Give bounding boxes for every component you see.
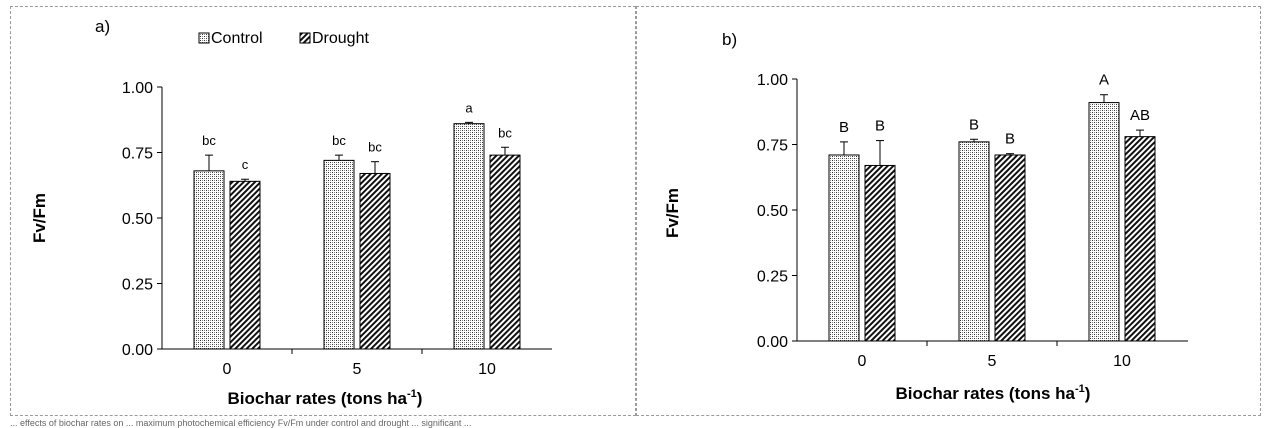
panel-b-drought-bar	[1124, 136, 1156, 342]
panel-b-y-tick-label: 0.75	[757, 138, 788, 155]
panel-a-control-bar	[453, 123, 485, 350]
figure-caption: ... effects of biochar rates on ... maxi…	[10, 418, 472, 428]
panel-a-significance-label: bc	[368, 140, 382, 155]
panel-b-xlabel-tail: )	[1085, 384, 1091, 403]
panel-b-significance-label: A	[1099, 72, 1109, 89]
panel-b-plot: 0.00 0.25 0.50 0.75 1.00 0 B B 5 B B 10 A AB	[757, 72, 1188, 370]
panel-b-xlabel-main: Biochar rates (tons ha	[896, 384, 1076, 403]
panel-a-control-bar	[193, 170, 225, 350]
panel-b-significance-label: B	[875, 118, 885, 135]
panel-a-y-tick-label: 0.75	[122, 146, 153, 163]
panel-a-significance-label: a	[465, 100, 473, 115]
panel-a-x-tick-label: 10	[478, 361, 496, 378]
panel-b-label: b)	[722, 30, 737, 49]
panel-b-x-tick-label: 0	[858, 353, 867, 370]
panel-b-significance-label: B	[969, 116, 979, 133]
panel-b-drought-bar	[994, 154, 1026, 342]
panel-a-x-tick-label: 5	[353, 361, 362, 378]
panel-a-y-tick-label: 0.50	[122, 211, 153, 228]
legend-control-swatch	[198, 32, 210, 44]
panel-b-frame	[636, 6, 1261, 416]
panel-b-y-tick-label: 0.00	[757, 334, 788, 351]
panel-a-xlabel-sup: -1	[407, 388, 417, 400]
panel-a-xlabel-main: Biochar rates (tons ha	[228, 389, 408, 408]
panel-b-control-bar	[958, 141, 990, 342]
panel-a-ylabel: Fv/Fm	[30, 193, 49, 243]
panel-b-control-bar	[828, 154, 860, 342]
legend-drought-swatch	[299, 32, 311, 44]
panel-a-significance-label: c	[242, 157, 249, 172]
panel-b-drought-bar	[864, 164, 896, 342]
legend-drought-label: Drought	[312, 30, 369, 47]
panel-b-significance-label: B	[1005, 131, 1015, 148]
panel-a-significance-label: bc	[332, 133, 346, 148]
panel-a-frame	[10, 6, 636, 416]
panel-b-y-tick-label: 0.50	[757, 203, 788, 220]
panel-b-significance-label: B	[839, 119, 849, 136]
panel-b-ylabel: Fv/Fm	[663, 188, 682, 238]
panel-b-y-tick-label: 1.00	[757, 72, 788, 89]
panel-b-xlabel: Biochar rates (tons ha-1)	[896, 383, 1091, 403]
panel-a-significance-label: bc	[498, 125, 512, 140]
panel-a-drought-bar	[489, 154, 521, 350]
panel-b-control-bar	[1088, 102, 1120, 342]
panel-a-significance-label: bc	[202, 133, 216, 148]
panel-a-drought-bar	[359, 172, 391, 350]
panel-a-y-tick-label: 1.00	[122, 80, 153, 97]
panel-b-x-tick-label: 10	[1113, 353, 1131, 370]
panel-a-control-bar	[323, 159, 355, 350]
panel-a-plot: 0.00 0.25 0.50 0.75 1.00 0 bc c 5 bc bc 10 a bc	[122, 80, 552, 378]
panel-b-y-tick-label: 0.25	[757, 269, 788, 286]
panel-a-xlabel: Biochar rates (tons ha-1)	[228, 388, 423, 408]
panel-b-significance-label: AB	[1130, 107, 1150, 124]
panel-b-xlabel-sup: -1	[1075, 383, 1085, 395]
panel-a-y-tick-label: 0.25	[122, 277, 153, 294]
panel-b-x-tick-label: 5	[988, 353, 997, 370]
panel-a-xlabel-tail: )	[417, 389, 423, 408]
panel-a-drought-bar	[229, 180, 261, 350]
panel-a-y-tick-label: 0.00	[122, 342, 153, 359]
legend-control-label: Control	[211, 30, 263, 47]
panel-a-x-tick-label: 0	[223, 361, 232, 378]
panel-a-label: a)	[95, 17, 110, 36]
